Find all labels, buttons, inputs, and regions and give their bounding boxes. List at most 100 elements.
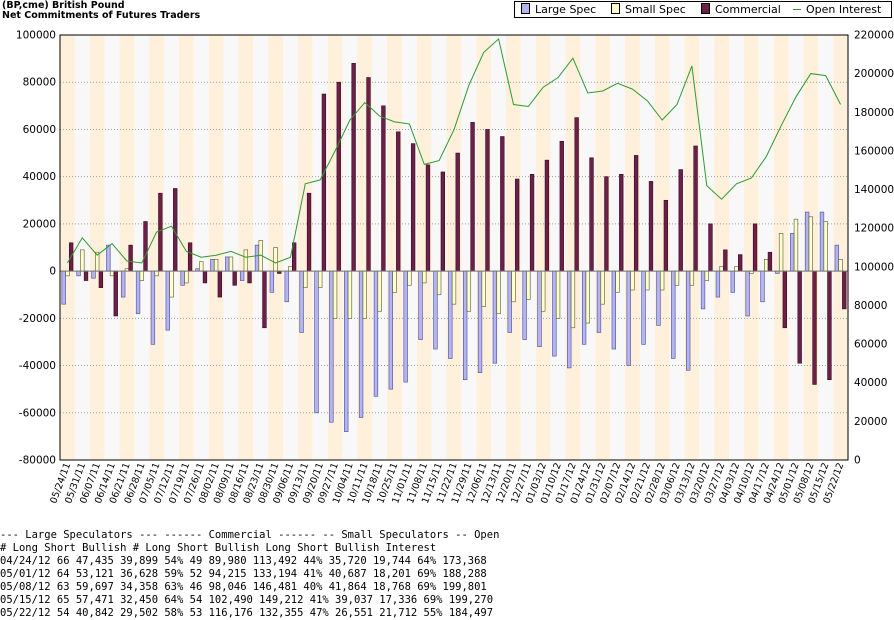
week-band — [743, 35, 759, 460]
week-band — [193, 35, 209, 460]
bar-small-spec — [303, 270, 308, 288]
bar-large-spec — [745, 270, 750, 317]
bar-small-spec — [273, 247, 278, 272]
bar-small-spec — [228, 256, 234, 272]
bar-small-spec — [451, 270, 457, 305]
bar-small-spec — [823, 221, 828, 272]
week-band — [729, 35, 744, 460]
bar-commercial — [321, 93, 327, 272]
bar-large-spec — [760, 270, 765, 303]
bar-small-spec — [793, 218, 799, 272]
bar-small-spec — [778, 233, 784, 272]
bar-commercial — [767, 251, 773, 272]
bar-small-spec — [615, 270, 620, 293]
bar-large-spec — [507, 270, 512, 333]
legend-item-small-spec[interactable]: Small Spec — [611, 3, 686, 17]
week-band — [119, 35, 135, 460]
bar-small-spec — [332, 270, 338, 319]
legend-item-large-spec[interactable]: Large Spec — [521, 3, 596, 17]
bar-commercial — [128, 244, 133, 272]
bar-commercial — [604, 176, 609, 272]
bar-large-spec — [314, 270, 319, 414]
y-left-tick-label: 0 — [49, 266, 56, 278]
summary-column-header: # Long Short Bullish # Long Short Bullis… — [0, 542, 437, 554]
legend-swatch-open-interest — [793, 9, 801, 10]
week-band — [535, 35, 551, 460]
bar-large-spec — [477, 270, 483, 373]
bar-small-spec — [466, 270, 472, 312]
bar-large-spec — [611, 270, 616, 350]
week-band — [223, 35, 239, 460]
week-band — [89, 35, 105, 460]
chart-title-line1: (BP,cme) British Pound — [2, 0, 125, 11]
legend-label-small-spec: Small Spec — [625, 3, 686, 16]
bar-large-spec — [715, 270, 721, 298]
bar-commercial — [544, 159, 550, 272]
bar-small-spec — [764, 259, 769, 272]
bar-commercial — [827, 270, 832, 381]
bar-small-spec — [674, 270, 680, 286]
bar-commercial — [633, 155, 639, 272]
bar-commercial — [559, 140, 564, 272]
summary-row: 05/01/12 64 53,121 36,628 59% 52 94,215 … — [0, 568, 487, 580]
bar-large-spec — [700, 270, 706, 310]
bar-commercial — [723, 249, 728, 272]
bar-commercial — [247, 270, 252, 284]
y-right-tick-label: 0 — [854, 455, 861, 467]
bar-small-spec — [199, 261, 204, 272]
bar-commercial — [83, 270, 89, 281]
bar-large-spec — [596, 270, 602, 333]
bar-commercial — [842, 270, 847, 310]
bar-large-spec — [358, 270, 364, 418]
bar-large-spec — [641, 270, 646, 345]
bar-large-spec — [91, 270, 96, 279]
bar-commercial — [202, 270, 208, 284]
bar-small-spec — [541, 270, 546, 312]
summary-row: 05/22/12 54 40,842 29,502 58% 53 116,176… — [0, 607, 494, 619]
y-left-tick-label: 60000 — [23, 124, 56, 136]
line-open-interest — [66, 37, 842, 264]
y-right-tick-label: 80000 — [854, 300, 887, 312]
bar-small-spec — [555, 270, 561, 319]
bar-commercial — [752, 223, 758, 272]
bar-small-spec — [213, 259, 219, 272]
bar-small-spec — [481, 270, 486, 307]
bar-commercial — [515, 178, 520, 272]
y-right-tick-label: 60000 — [854, 339, 887, 351]
summary-group-header: --- Large Speculators --- ------ Commerc… — [0, 529, 500, 541]
week-band — [595, 35, 611, 460]
bar-commercial — [98, 270, 104, 288]
week-band — [297, 35, 313, 460]
bar-large-spec — [225, 256, 230, 272]
bar-commercial — [440, 171, 446, 272]
y-right-tick-label: 100000 — [854, 261, 894, 273]
bar-small-spec — [838, 259, 843, 272]
bar-large-spec — [522, 270, 527, 340]
bar-commercial — [425, 164, 431, 272]
bar-commercial — [782, 270, 787, 329]
bar-small-spec — [184, 270, 189, 284]
bar-large-spec — [448, 270, 453, 359]
bar-commercial — [113, 270, 118, 317]
y-right-tick-label: 160000 — [854, 145, 894, 157]
bar-large-spec — [581, 270, 587, 345]
bar-large-spec — [552, 270, 557, 357]
bar-commercial — [678, 169, 683, 272]
bar-large-spec — [344, 270, 349, 432]
bar-commercial — [336, 81, 341, 272]
bar-small-spec — [645, 270, 650, 291]
bar-small-spec — [808, 216, 813, 272]
legend-item-commercial[interactable]: Commercial — [701, 3, 781, 17]
y-left-tick-label: -60000 — [19, 407, 56, 419]
y-left-tick-label: -20000 — [19, 313, 56, 325]
bar-commercial — [217, 270, 222, 298]
bar-commercial — [485, 129, 490, 272]
y-right-tick-label: 40000 — [854, 377, 887, 389]
bar-commercial — [381, 105, 386, 272]
bar-small-spec — [377, 270, 382, 312]
summary-row: 05/08/12 63 59,697 34,358 63% 46 98,046 … — [0, 581, 487, 593]
bar-commercial — [708, 223, 713, 272]
week-band — [520, 35, 536, 460]
legend-item-open-interest[interactable]: Open Interest — [793, 3, 881, 17]
bar-commercial — [396, 131, 401, 272]
